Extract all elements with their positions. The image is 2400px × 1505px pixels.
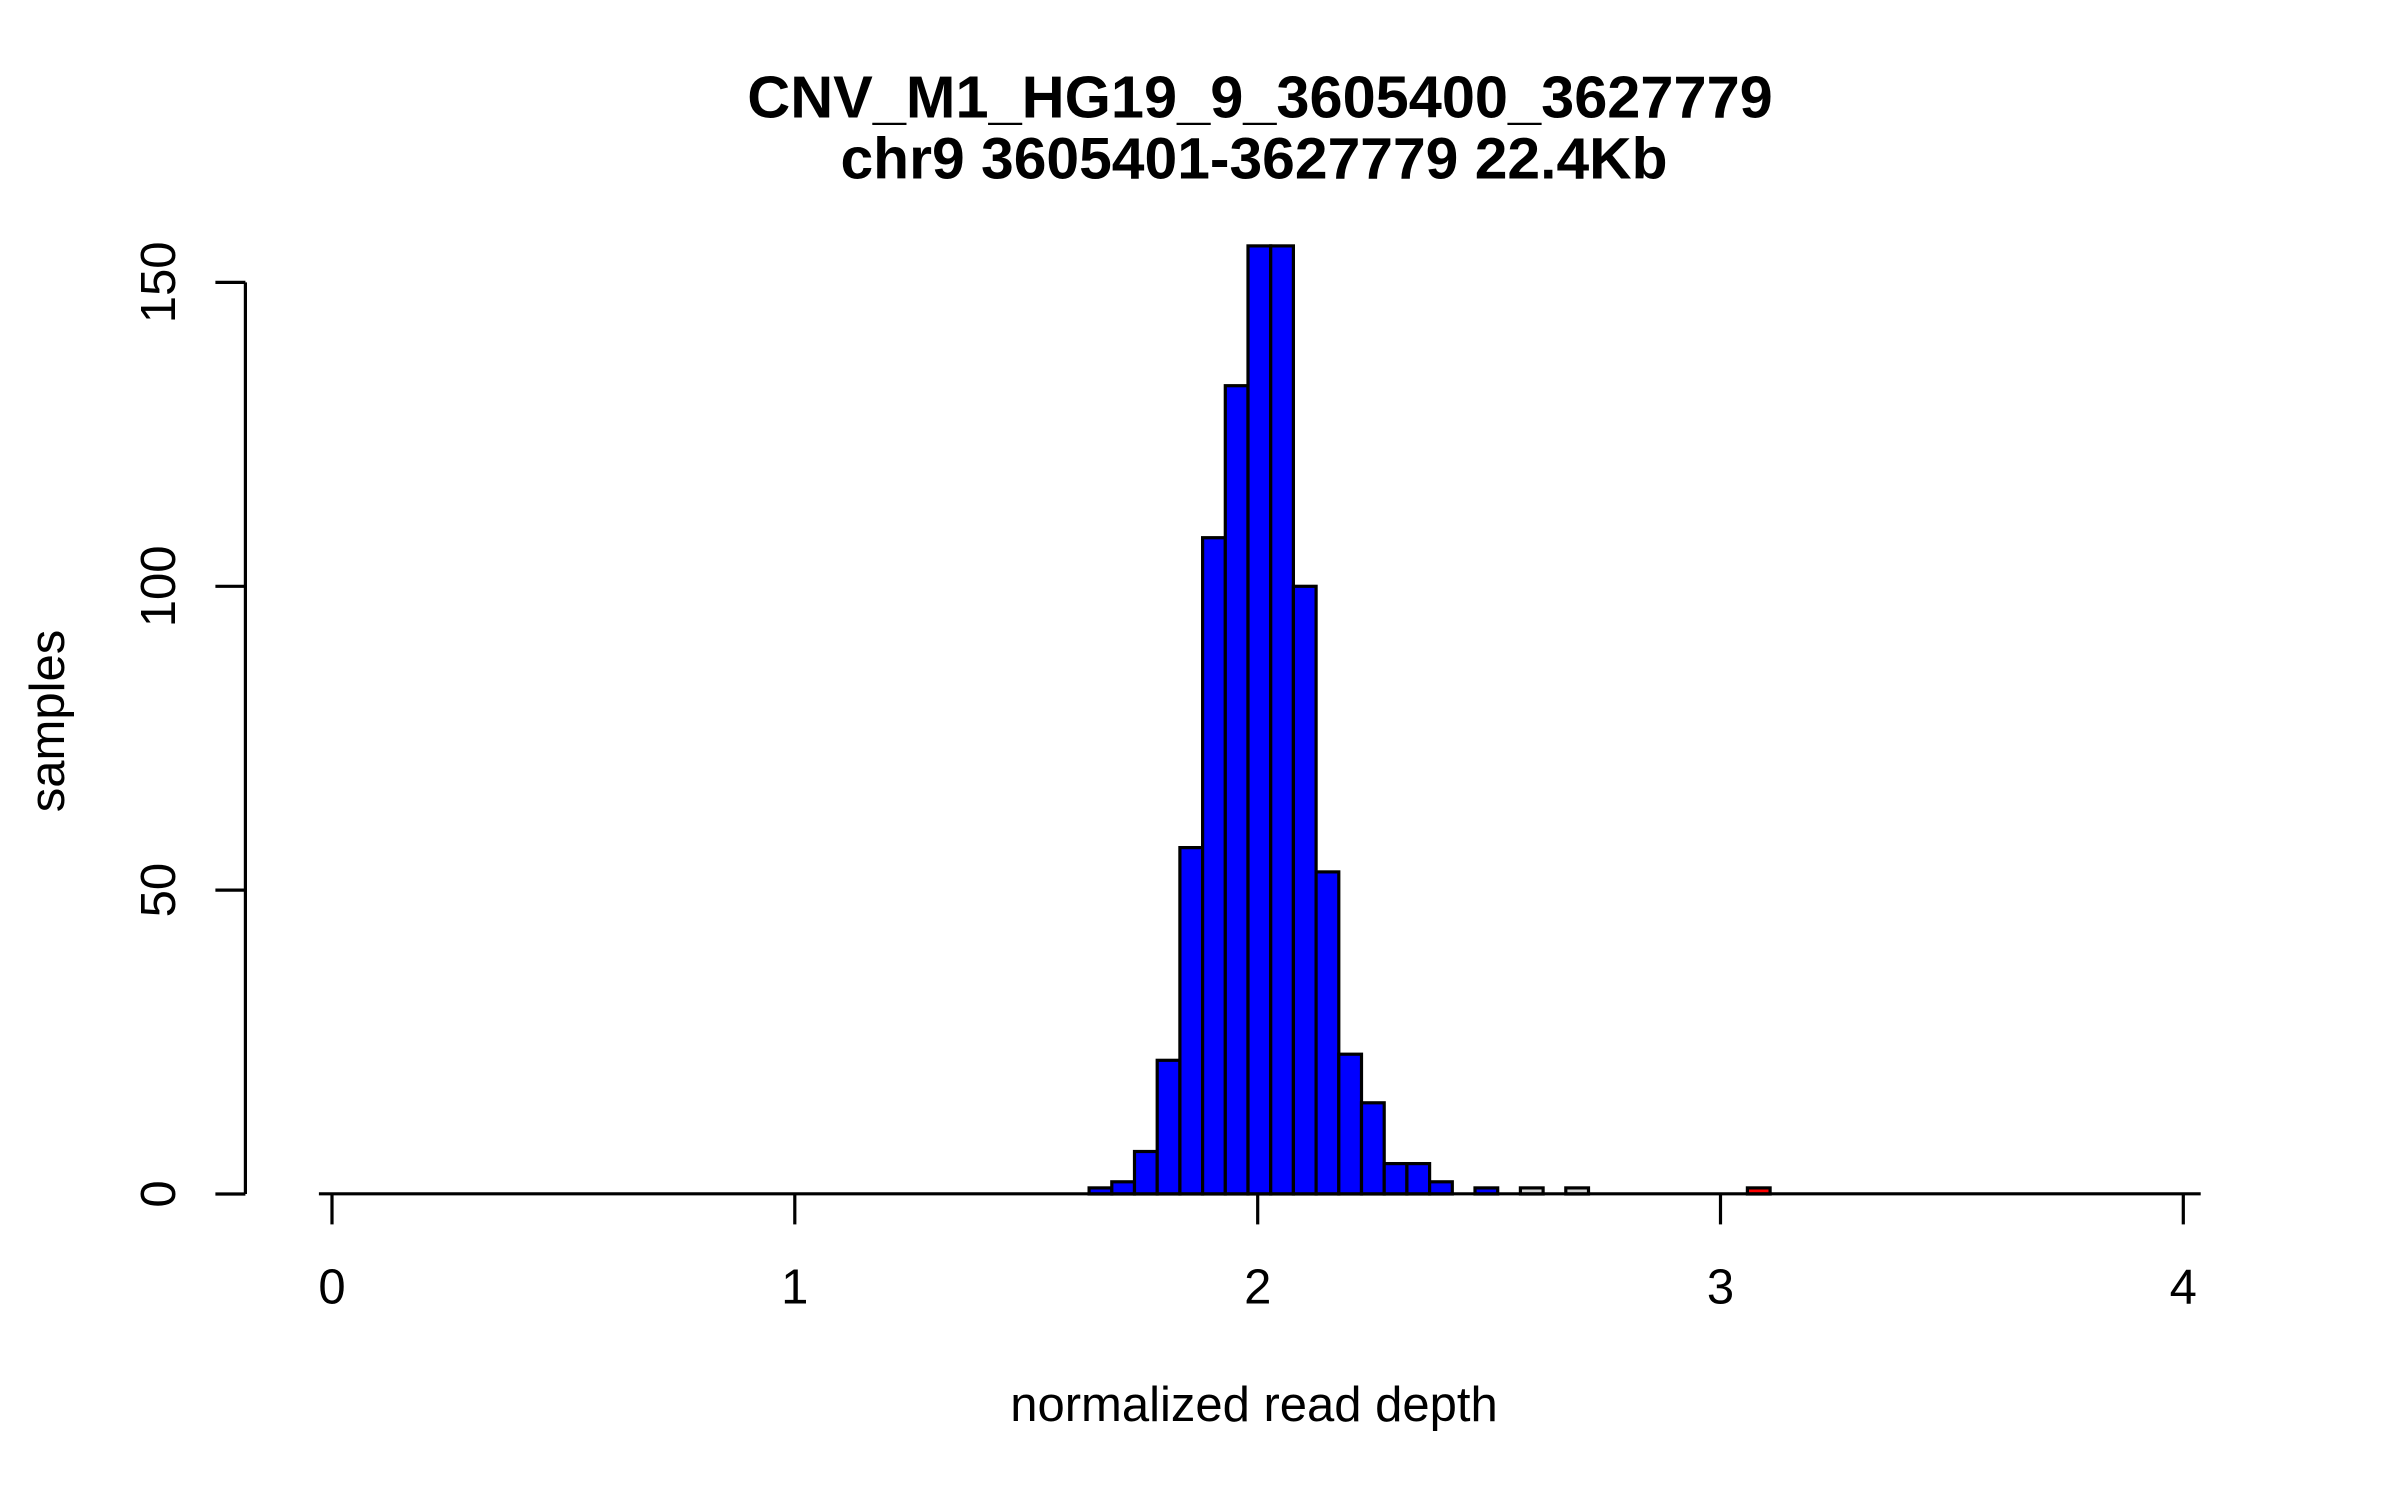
svg-text:2: 2 [1244,1261,1271,1315]
svg-text:samples: samples [21,630,75,812]
svg-text:0: 0 [132,1180,186,1207]
svg-text:4: 4 [2170,1261,2197,1315]
svg-text:normalized read depth: normalized read depth [1010,1378,1498,1432]
svg-text:50: 50 [132,863,186,918]
svg-text:CNV_M1_HG19_9_3605400_3627779: CNV_M1_HG19_9_3605400_3627779 [747,64,1773,131]
svg-text:1: 1 [781,1261,808,1315]
svg-text:0: 0 [318,1261,345,1315]
svg-text:3: 3 [1707,1261,1734,1315]
svg-text:chr9 3605401-3627779 22.4Kb: chr9 3605401-3627779 22.4Kb [840,127,1667,192]
svg-text:100: 100 [132,545,186,627]
svg-text:150: 150 [132,242,186,324]
